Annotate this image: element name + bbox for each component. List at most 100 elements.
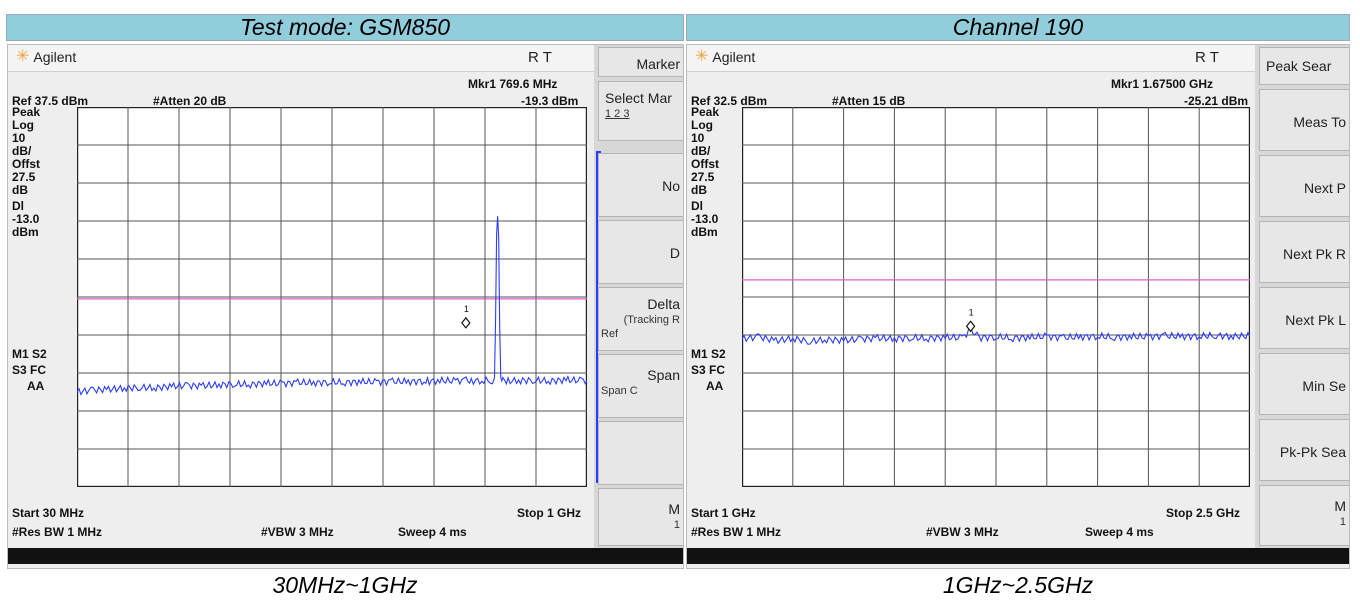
stop-freq: Stop 2.5 GHz xyxy=(1166,506,1241,520)
spectrum-trace xyxy=(77,216,587,396)
label-offset: Offst xyxy=(12,157,40,171)
ref-level: Ref 37.5 dBm xyxy=(12,94,89,108)
softkey-select-marker-options: 1 2 3 xyxy=(605,108,630,120)
spectrum-plot: 1 xyxy=(742,107,1250,487)
softkey-next-pk-left[interactable]: Next Pk L xyxy=(1259,287,1349,349)
brand: ✳ Agilent xyxy=(16,48,77,66)
label-log: Log xyxy=(691,118,713,132)
vbw: #VBW 3 MHz xyxy=(261,525,334,539)
label-offset-unit: dB xyxy=(691,183,707,197)
agilent-logo-icon: ✳ xyxy=(695,48,709,65)
label-peak: Peak xyxy=(12,105,41,119)
label-offset-unit: dB xyxy=(12,183,28,197)
status-bar xyxy=(8,548,683,564)
attenuation: #Atten 15 dB xyxy=(832,94,906,108)
label-scale-unit: dB/ xyxy=(691,144,711,158)
header-left: Test mode: GSM850 xyxy=(6,14,684,41)
footer-left: 30MHz~1GHz xyxy=(272,571,418,598)
softkey-marker[interactable]: Marker xyxy=(598,47,683,77)
analyzer-screen-left: ✳ Agilent R T Mkr1 769.6 MHz Ref 37.5 dBm… xyxy=(7,44,684,569)
softkey-more[interactable]: M 1 xyxy=(598,488,683,546)
softkey-next-pk-right[interactable]: Next Pk R xyxy=(1259,221,1349,283)
label-scale-unit: dB/ xyxy=(12,144,32,158)
ref-level: Ref 32.5 dBm xyxy=(691,94,768,108)
marker-readout-freq: Mkr1 769.6 MHz xyxy=(468,77,558,91)
scale-labels: Peak Log 10 dB/ Offst 27.5 dB Dl -13.0 d… xyxy=(12,106,40,239)
marker-number: 1 xyxy=(969,307,974,317)
mode-label-1: M1 S2 xyxy=(12,347,47,361)
label-scale: 10 xyxy=(12,131,26,145)
status-bar xyxy=(687,548,1349,564)
start-freq: Start 30 MHz xyxy=(12,506,85,520)
attenuation: #Atten 20 dB xyxy=(153,94,227,108)
scale-labels: Peak Log 10 dB/ Offst 27.5 dB Dl -13.0 d… xyxy=(691,106,719,239)
mode-label-2: S3 FC xyxy=(691,363,726,377)
brand: ✳ Agilent xyxy=(695,48,756,66)
softkey-delta-d[interactable]: D xyxy=(598,220,683,284)
softkey-more[interactable]: M 1 xyxy=(1259,485,1349,546)
res-bw: #Res BW 1 MHz xyxy=(12,525,103,539)
softkey-span-pair[interactable]: Span Span C xyxy=(598,354,683,418)
start-freq: Start 1 GHz xyxy=(691,506,756,520)
label-display-line-unit: dBm xyxy=(691,225,718,239)
softkey-blank[interactable] xyxy=(598,421,683,485)
marker-readout-level: -25.21 dBm xyxy=(1184,94,1249,108)
label-scale: 10 xyxy=(691,131,705,145)
softkey-delta-pair-sub: (Tracking R xyxy=(623,314,680,326)
softkey-more-page: 1 xyxy=(673,519,680,531)
marker-readout-freq: Mkr1 1.67500 GHz xyxy=(1111,77,1214,91)
mode-label-1: M1 S2 xyxy=(691,347,726,361)
softkey-more-label: M xyxy=(668,501,680,517)
softkey-more-label: M xyxy=(1334,498,1346,514)
title-bar: ✳ Agilent R T xyxy=(8,45,594,72)
marker-diamond-icon xyxy=(461,316,471,329)
label-peak: Peak xyxy=(691,105,720,119)
softkey-span-pair-sub: Span C xyxy=(601,385,638,397)
softkey-min-search[interactable]: Min Se xyxy=(1259,353,1349,415)
label-offset: Offst xyxy=(691,157,719,171)
label-display-line-value: -13.0 xyxy=(12,212,40,226)
mode-label-2: S3 FC xyxy=(12,363,47,377)
label-offset-value: 27.5 xyxy=(12,170,36,184)
softkey-pk-pk-search[interactable]: Pk-Pk Sea xyxy=(1259,419,1349,481)
mode-label-3: AA xyxy=(27,379,45,393)
label-display-line: Dl xyxy=(691,199,703,213)
mode-label-3: AA xyxy=(706,379,724,393)
label-display-line-unit: dBm xyxy=(12,225,39,239)
res-bw: #Res BW 1 MHz xyxy=(691,525,782,539)
marker-number: 1 xyxy=(464,304,469,314)
marker-diamond-icon xyxy=(965,320,976,333)
softkey-more-page: 1 xyxy=(1339,516,1346,528)
footer-right: 1GHz~2.5GHz xyxy=(942,571,1094,598)
softkey-select-marker[interactable]: Select Mar 1 2 3 xyxy=(598,81,683,141)
softkey-select-marker-label: Select Mar xyxy=(605,90,672,106)
spectrum-trace xyxy=(742,324,1250,345)
sweep-time: Sweep 4 ms xyxy=(1085,525,1154,539)
softkey-panel: Marker Select Mar 1 2 3 No D Delta (Trac… xyxy=(594,45,683,548)
analyzer-screen-right: ✳ Agilent R T Mkr1 1.67500 GHz Ref 32.5 d… xyxy=(686,44,1350,569)
sweep-time: Sweep 4 ms xyxy=(398,525,467,539)
softkey-next-peak[interactable]: Next P xyxy=(1259,155,1349,217)
agilent-logo-icon: ✳ xyxy=(16,48,30,65)
softkey-delta-pair-label: Delta xyxy=(647,296,680,312)
marker-readout-level: -19.3 dBm xyxy=(521,94,579,108)
label-display-line-value: -13.0 xyxy=(691,212,719,226)
softkey-panel: Peak Sear Meas To Next P Next Pk R Next … xyxy=(1255,45,1349,548)
stop-freq: Stop 1 GHz xyxy=(517,506,582,520)
softkey-peak-search[interactable]: Peak Sear xyxy=(1259,47,1349,85)
status-flags: R T xyxy=(1195,49,1219,66)
mode-labels: M1 S2 S3 FC AA xyxy=(691,346,726,394)
softkey-span-pair-label: Span xyxy=(647,367,680,383)
brand-label: Agilent xyxy=(33,49,77,65)
label-display-line: Dl xyxy=(12,199,24,213)
label-offset-value: 27.5 xyxy=(691,170,715,184)
softkey-meas-tools[interactable]: Meas To xyxy=(1259,89,1349,151)
brand-label: Agilent xyxy=(712,49,756,65)
softkey-delta-pair-ref: Ref xyxy=(601,328,619,340)
status-flags: R T xyxy=(528,49,552,66)
vbw: #VBW 3 MHz xyxy=(926,525,999,539)
softkey-normal[interactable]: No xyxy=(598,153,683,217)
softkey-delta-pair[interactable]: Delta (Tracking R Ref xyxy=(598,287,683,351)
header-right: Channel 190 xyxy=(686,14,1350,41)
mode-labels: M1 S2 S3 FC AA xyxy=(12,346,47,394)
